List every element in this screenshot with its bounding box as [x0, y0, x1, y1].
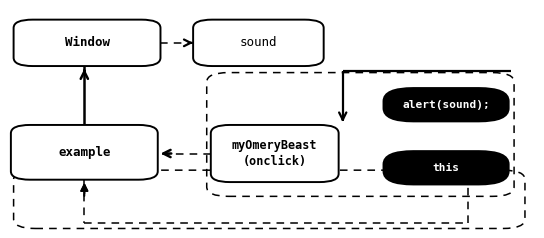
FancyBboxPatch shape — [384, 88, 509, 121]
FancyBboxPatch shape — [211, 125, 338, 182]
Text: myOmeryBeast
(onclick): myOmeryBeast (onclick) — [232, 139, 318, 168]
FancyBboxPatch shape — [384, 151, 509, 184]
FancyBboxPatch shape — [11, 125, 158, 180]
Text: Window: Window — [65, 36, 109, 49]
FancyBboxPatch shape — [193, 20, 324, 66]
Text: this: this — [432, 163, 460, 173]
Text: alert(sound);: alert(sound); — [402, 100, 490, 110]
Text: example: example — [58, 146, 110, 159]
FancyBboxPatch shape — [14, 20, 160, 66]
Text: sound: sound — [240, 36, 277, 49]
